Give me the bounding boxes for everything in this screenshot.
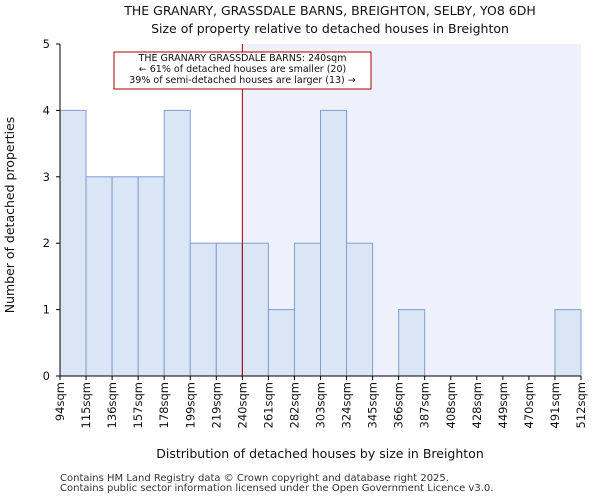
bar-324sqm xyxy=(346,242,374,377)
x-tick-label: 449sqm xyxy=(496,382,510,428)
y-axis-label: Number of detached properties xyxy=(2,117,17,314)
bar-366sqm xyxy=(398,309,426,377)
bar-282sqm xyxy=(293,242,322,377)
annotation-box: THE GRANARY GRASSDALE BARNS: 240sqm ← 61… xyxy=(113,51,372,90)
bar-136sqm xyxy=(111,176,139,377)
y-tick-label: 2 xyxy=(43,236,50,250)
y-tick-label: 0 xyxy=(43,369,50,383)
x-tick-label: 324sqm xyxy=(340,382,354,428)
x-tick-label: 240sqm xyxy=(235,382,249,428)
bar-157sqm xyxy=(137,176,165,377)
y-tick-label: 4 xyxy=(43,103,50,117)
x-tick-label: 428sqm xyxy=(470,382,484,428)
x-tick-label: 219sqm xyxy=(209,382,223,428)
x-tick-label: 282sqm xyxy=(287,382,301,428)
x-tick-label: 387sqm xyxy=(418,382,432,428)
x-tick-label: 115sqm xyxy=(79,382,93,428)
bar-491sqm xyxy=(554,309,582,377)
x-tick-label: 345sqm xyxy=(366,382,380,428)
bar-178sqm xyxy=(163,109,191,377)
footer-copyright: Contains HM Land Registry data © Crown c… xyxy=(60,473,449,484)
y-tick-label: 3 xyxy=(43,170,50,184)
bar-261sqm xyxy=(267,309,295,377)
x-tick-label: 303sqm xyxy=(314,382,328,428)
annotation-line: THE GRANARY GRASSDALE BARNS: 240sqm xyxy=(138,53,347,64)
x-axis-label: Distribution of detached houses by size … xyxy=(156,446,484,461)
bar-219sqm xyxy=(215,242,243,377)
x-tick-label: 470sqm xyxy=(522,382,536,428)
x-tick-label: 178sqm xyxy=(157,382,171,428)
y-tick-label: 5 xyxy=(43,37,50,51)
chart-title: THE GRANARY, GRASSDALE BARNS, BREIGHTON,… xyxy=(123,3,535,18)
x-tick-label: 512sqm xyxy=(574,382,588,428)
x-tick-label: 136sqm xyxy=(105,382,119,428)
x-tick-label: 157sqm xyxy=(131,382,145,428)
x-tick-label: 261sqm xyxy=(261,382,275,428)
x-tick-label: 408sqm xyxy=(444,382,458,428)
y-tick-label: 1 xyxy=(43,303,50,317)
bar-94sqm xyxy=(59,109,87,377)
x-tick-label: 199sqm xyxy=(183,382,197,428)
annotation-line: ← 61% of detached houses are smaller (20… xyxy=(139,64,346,75)
x-tick-label: 491sqm xyxy=(548,382,562,428)
bar-303sqm xyxy=(320,109,348,377)
x-tick-label: 366sqm xyxy=(392,382,406,428)
chart-subtitle: Size of property relative to detached ho… xyxy=(151,21,509,36)
footer-licence: Contains public sector information licen… xyxy=(60,483,494,494)
bar-240sqm xyxy=(241,242,269,377)
bar-199sqm xyxy=(189,242,217,377)
x-tick-label: 94sqm xyxy=(53,382,67,421)
annotation-line: 39% of semi-detached houses are larger (… xyxy=(129,75,356,86)
bar-115sqm xyxy=(85,176,113,377)
